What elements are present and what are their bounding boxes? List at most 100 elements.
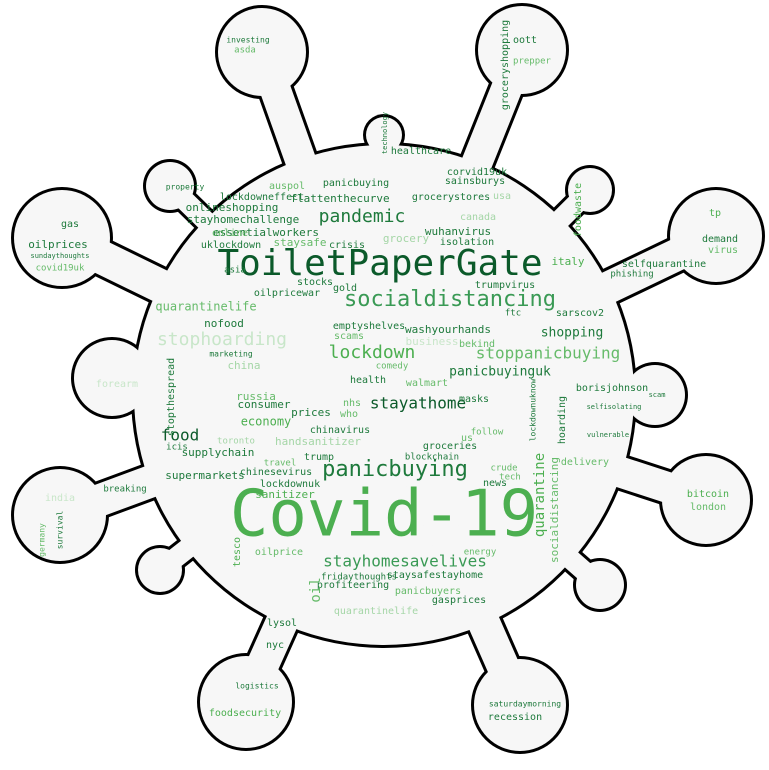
word: saturdaymorning	[489, 700, 561, 709]
word: asia	[224, 266, 246, 276]
word: health	[350, 375, 386, 386]
word: gas	[61, 219, 79, 230]
word: lockdown	[329, 342, 416, 363]
word: pandemic	[319, 206, 406, 227]
word: supplychain	[182, 446, 255, 459]
word: oott	[513, 35, 537, 46]
word: ToiletPaperGate	[217, 243, 542, 284]
word: scam	[649, 391, 666, 399]
word: italy	[551, 255, 584, 268]
head	[146, 162, 194, 210]
word: supermarkets	[165, 469, 244, 482]
word: selfisolating	[587, 403, 642, 411]
word: panicbuyinguk	[449, 365, 551, 380]
word: lockdowneffect	[220, 192, 304, 203]
word: forearm	[96, 379, 138, 390]
word: wuhanvirus	[425, 225, 491, 238]
word: vulnerable	[587, 431, 629, 439]
word: lysol	[267, 618, 297, 629]
word: stopthespread	[166, 358, 177, 436]
word: oilpricewar	[254, 288, 320, 299]
word: comedy	[376, 362, 409, 372]
head	[625, 365, 685, 425]
word: Covid-19	[230, 478, 538, 552]
word: oil	[308, 577, 324, 602]
word: grocerystores	[412, 192, 490, 203]
word: marketing	[209, 350, 253, 359]
word: survival	[56, 511, 65, 550]
word: tesco	[232, 537, 243, 567]
word: russia	[236, 390, 276, 403]
word: isolation	[440, 237, 494, 248]
word: panicbuying	[322, 457, 468, 482]
word: groceries	[423, 441, 477, 452]
stalk	[150, 385, 394, 580]
word: demand	[702, 234, 738, 245]
word: sanitizer	[255, 488, 315, 501]
stalk	[368, 379, 722, 516]
stalk	[98, 364, 398, 409]
word: property	[166, 183, 205, 192]
word: stayhomesavelives	[323, 552, 487, 571]
word: nhs	[343, 398, 361, 409]
word: emptyshelves	[333, 321, 405, 332]
word: investing	[226, 36, 270, 45]
word: logistics	[235, 682, 279, 691]
word: prepper	[513, 57, 552, 67]
word: travel	[264, 459, 297, 469]
stalk	[246, 36, 400, 411]
word: bekind	[459, 339, 495, 350]
word: economy	[241, 415, 292, 429]
word: lockdownuknow	[529, 379, 538, 442]
word: tp	[709, 208, 721, 219]
word: stocks	[297, 277, 333, 288]
word: sundaythoughts	[30, 252, 89, 260]
word: us	[461, 433, 473, 444]
stalk	[374, 385, 610, 595]
head	[670, 190, 762, 282]
word: hoarding	[557, 396, 568, 444]
word: stophoarding	[157, 329, 287, 350]
stalk	[43, 378, 401, 532]
word: handsanitizer	[275, 435, 361, 448]
word: london	[690, 502, 726, 513]
stalk	[374, 180, 600, 405]
word: crude	[490, 464, 517, 474]
head	[576, 561, 624, 609]
word: quarantinelife	[155, 300, 256, 314]
word: groceryshopping	[500, 20, 511, 110]
stalk	[367, 378, 537, 722]
head	[138, 548, 182, 592]
head	[200, 656, 292, 748]
word: panicbuyers	[395, 586, 461, 597]
word: phishing	[610, 270, 653, 280]
head	[74, 340, 150, 416]
word: follow	[471, 428, 504, 438]
word: staysafe	[274, 236, 327, 249]
word: oilprices	[28, 238, 88, 251]
word: news	[483, 478, 507, 489]
word: staysafestayhome	[387, 570, 483, 581]
word: ftc	[505, 309, 521, 319]
word: breaking	[103, 485, 146, 495]
word: socialdistancing	[548, 457, 561, 563]
word: foodsecurity	[209, 708, 281, 719]
stalk	[160, 176, 394, 405]
word: technology	[381, 112, 389, 154]
word: healthcare	[391, 146, 451, 157]
word: stoppanicbuying	[476, 344, 621, 363]
word: quarantinelife	[334, 606, 418, 617]
word: socialdistancing	[344, 287, 556, 312]
word: flattenthecurve	[290, 192, 389, 205]
word: walmart	[406, 378, 448, 389]
word: usa	[493, 191, 511, 202]
head	[568, 168, 612, 212]
word: oilprice	[255, 547, 303, 558]
word: stayathome	[370, 394, 466, 413]
word: fridaythoughts	[321, 573, 397, 583]
word: consumer	[238, 398, 291, 411]
word: icis	[166, 443, 188, 453]
word: essentialworkers	[213, 226, 319, 239]
word: chinavirus	[310, 425, 370, 436]
